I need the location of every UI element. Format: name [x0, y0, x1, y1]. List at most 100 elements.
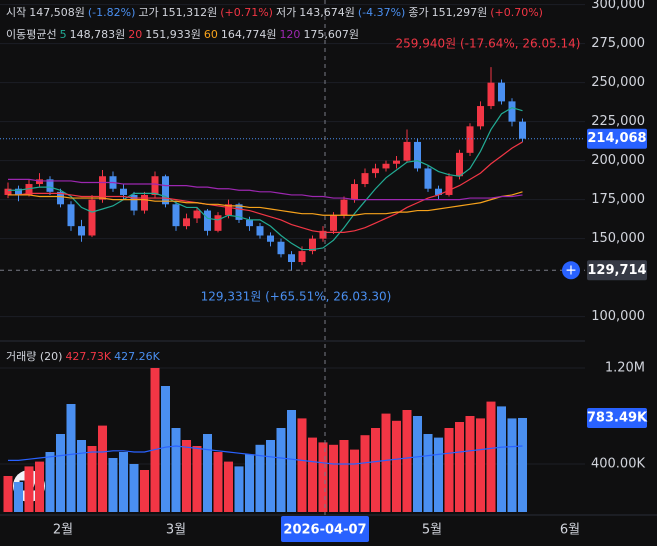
volume-bar	[234, 466, 244, 512]
candle-body	[435, 188, 442, 195]
x-tick-label: 3월	[166, 523, 186, 538]
y-tick-label: 100,000	[591, 309, 645, 324]
candle-body	[36, 179, 43, 185]
ma-legend-label: 이동평균선	[6, 28, 57, 41]
candle-body	[193, 210, 201, 219]
ma-line	[8, 106, 523, 251]
ma-value: 175,607원	[303, 28, 360, 41]
candle-body	[256, 226, 264, 236]
candle-body	[330, 215, 337, 231]
volume-bar	[182, 440, 191, 512]
ma-period: 120	[279, 28, 301, 41]
candle-body	[466, 126, 474, 153]
y-tick-label: 1.20M	[605, 361, 645, 376]
candle-body	[393, 160, 400, 164]
volume-bar	[14, 482, 23, 512]
candle-body	[78, 226, 85, 236]
candle-body	[372, 168, 379, 174]
volume-bar	[465, 416, 475, 512]
x-tick-label: 2월	[53, 523, 73, 538]
ohlc-pct: (-1.82%)	[87, 6, 136, 19]
candle-body	[88, 199, 96, 236]
y-tick-label: 150,000	[591, 231, 645, 246]
ma-value: 151,933원	[145, 28, 201, 41]
candle-body	[351, 184, 358, 200]
volume-bar	[486, 401, 496, 512]
volume-bar	[507, 418, 517, 512]
ma-value: 148,783원	[69, 28, 126, 41]
volume-bar	[455, 422, 464, 512]
candle-body	[508, 101, 516, 122]
candle-body	[424, 168, 432, 189]
volume-bar	[192, 446, 202, 512]
ohlc-value: 143,674원	[299, 6, 355, 19]
candle-body	[183, 218, 190, 227]
candle-body	[319, 230, 327, 239]
volume-bar	[245, 454, 254, 512]
volume-bar	[255, 444, 265, 512]
volume-bar	[339, 440, 349, 512]
candle-body	[403, 141, 411, 161]
ma-value: 164,774원	[220, 28, 277, 41]
volume-bar	[129, 464, 139, 512]
y-tick-label: 400.00K	[591, 457, 645, 472]
volume-bar	[213, 452, 223, 512]
candle-body	[277, 241, 285, 255]
candle-body	[340, 199, 348, 216]
crosshair-price-box	[587, 260, 647, 281]
candle-body	[235, 204, 243, 220]
volume-bar	[413, 416, 422, 512]
current-volume-box	[587, 407, 647, 428]
volume-legend-value: 427.26K	[114, 350, 160, 363]
volume-bar	[434, 437, 443, 512]
volume-bar	[203, 434, 212, 512]
y-tick-label: 300,000	[591, 0, 645, 12]
add-alert-plus: +	[565, 262, 577, 278]
ohlc-label: 시작	[6, 6, 27, 19]
y-tick-label: 200,000	[591, 153, 645, 168]
current-price-label: 214,068	[587, 131, 646, 146]
volume-bar	[77, 440, 86, 512]
ma-line	[8, 141, 523, 233]
volume-bar	[444, 428, 454, 512]
volume-bar	[87, 446, 97, 512]
volume-bar	[518, 417, 527, 512]
ohlc-label: 종가	[408, 6, 429, 19]
candle-body	[162, 176, 169, 205]
volume-bar	[402, 410, 412, 512]
candle-body	[214, 215, 222, 231]
volume-bar	[171, 428, 181, 512]
ma-period: 60	[203, 28, 218, 41]
ohlc-pct: (+0.70%)	[490, 6, 543, 19]
volume-bar	[119, 452, 128, 512]
candle-body	[151, 176, 159, 195]
volume-bar	[476, 418, 485, 512]
candle-body	[141, 194, 148, 211]
candle-body	[445, 176, 453, 195]
volume-ma-line	[8, 445, 523, 465]
ohlc-pct: (+0.71%)	[220, 6, 273, 19]
y-tick-label: 225,000	[591, 114, 645, 129]
volume-bar	[381, 413, 391, 512]
candle-body	[4, 188, 12, 195]
candle-body	[382, 163, 390, 169]
volume-bar	[371, 428, 380, 512]
candle-body	[246, 219, 253, 227]
candle-body	[120, 188, 127, 195]
low-annotation: 129,331원 (+65.51%, 26.03.30)	[201, 290, 392, 304]
volume-bar	[3, 476, 13, 512]
volume-bar	[56, 434, 65, 512]
candle-body	[57, 191, 64, 205]
crosshair-price-label: 129,714	[587, 263, 646, 278]
candle-body	[204, 210, 211, 231]
add-alert-button[interactable]	[562, 261, 580, 280]
volume-bar	[329, 444, 338, 512]
volume-bar	[287, 410, 296, 512]
ma-legend: 이동평균선 5 148,783원 20 151,933원 60 164,774원 120 175…	[6, 26, 362, 42]
ohlc-label: 고가	[138, 6, 159, 19]
crosshair-date-box	[281, 516, 369, 542]
ohlc-header: 시작 147,508원 (-1.82%) 고가 151,312원 (+0.71%) 저가 14…	[6, 4, 546, 20]
y-tick-label: 175,000	[591, 192, 645, 207]
candle-body	[487, 82, 495, 107]
volume-bar	[66, 404, 76, 512]
